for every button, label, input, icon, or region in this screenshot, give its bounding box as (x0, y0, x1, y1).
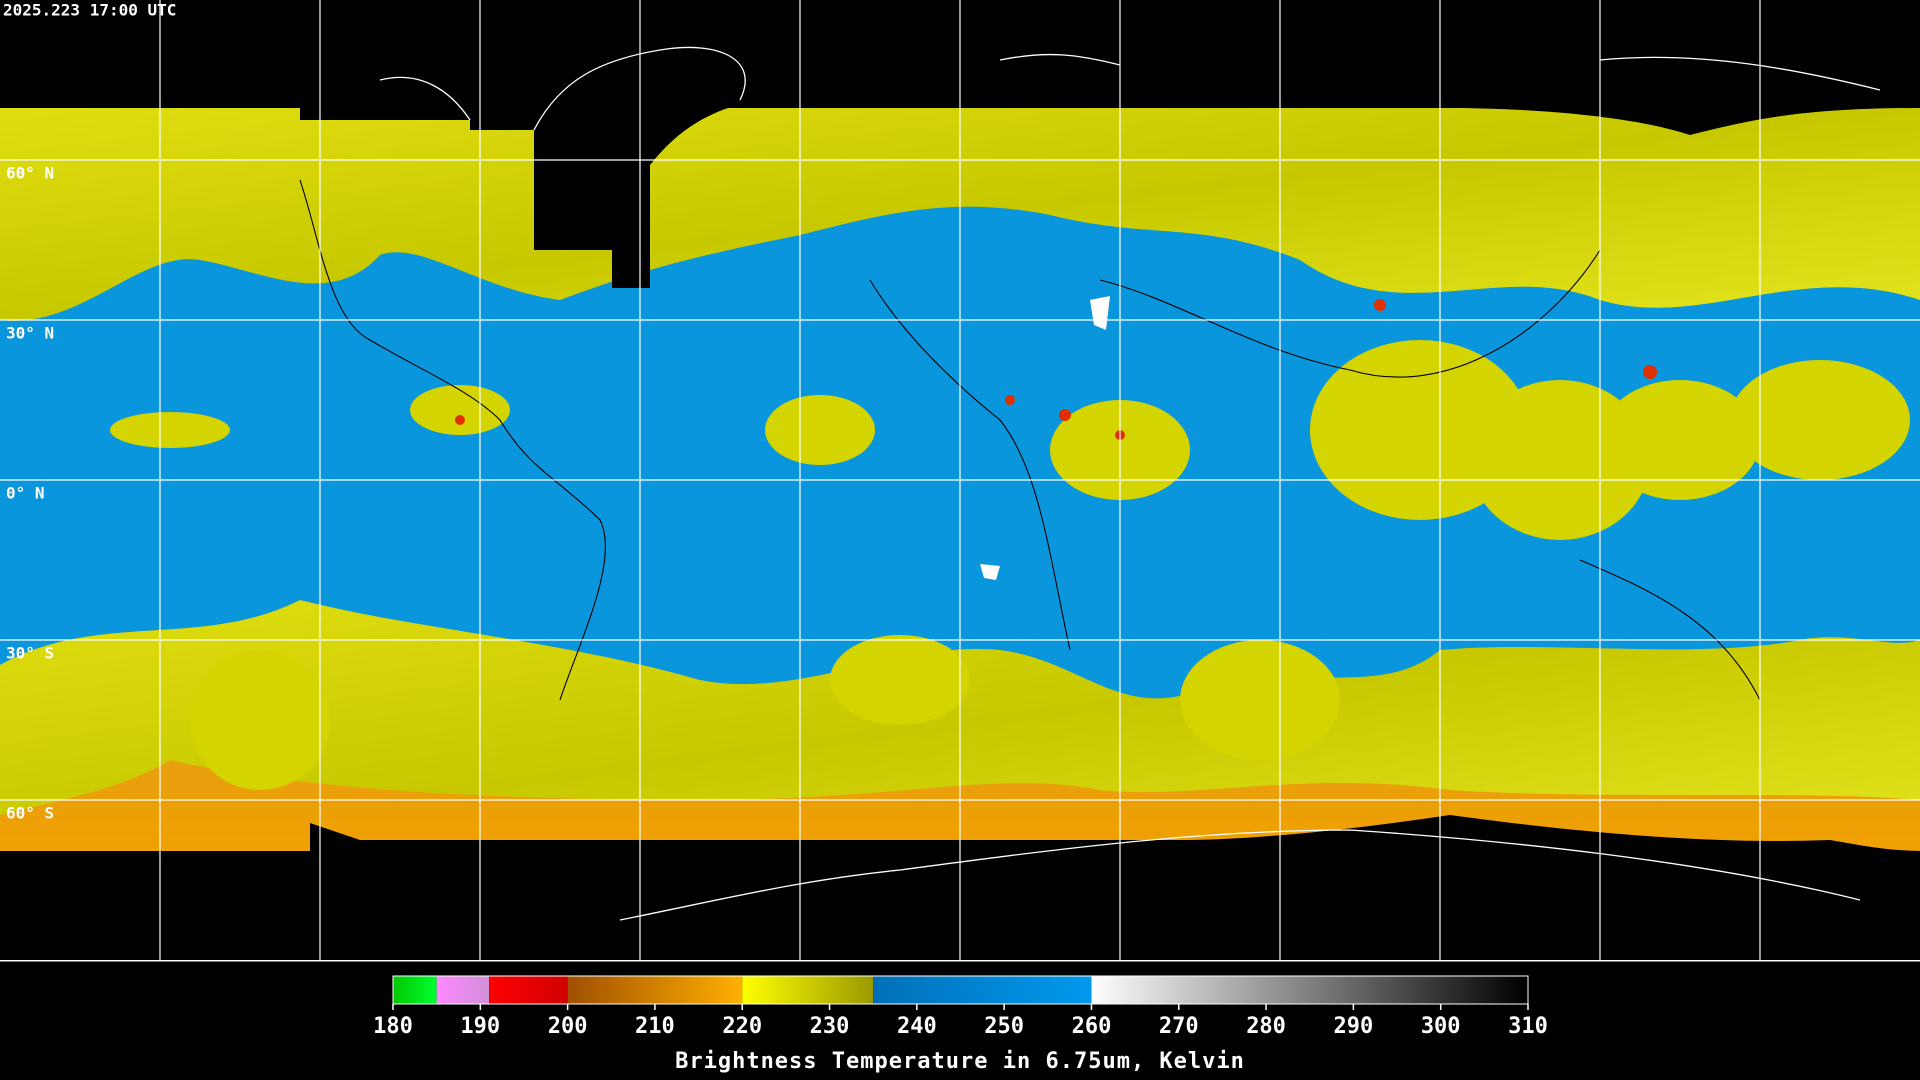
colorbar-tick-label: 300 (1421, 1014, 1461, 1039)
colorbar: 180 190 200 210 220 230 240 250 260 270 280 290 300 3… (373, 975, 1548, 1039)
colorbar-tick-label: 220 (722, 1014, 762, 1039)
latitude-label: 30° N (6, 324, 54, 343)
colorbar-tick-label: 280 (1246, 1014, 1286, 1039)
timestamp: 2025.223 17:00 UTC (3, 1, 176, 20)
colorbar-frame (392, 975, 1529, 1005)
colorbar-segment (567, 976, 743, 1004)
colorbar-tick-label: 240 (897, 1014, 937, 1039)
colorbar-tick-label: 180 (373, 1014, 413, 1039)
latitude-label: 60° S (6, 804, 54, 823)
colorbar-tick-label: 210 (635, 1014, 675, 1039)
colorbar-tick-label: 200 (548, 1014, 588, 1039)
latitude-label: 30° S (6, 644, 54, 663)
colorbar-tick-label: 190 (460, 1014, 500, 1039)
colorbar-segment (393, 976, 437, 1004)
colorbar-segment (873, 976, 1092, 1004)
colorbar-segment (1091, 976, 1528, 1004)
colorbar-tick-label: 270 (1159, 1014, 1199, 1039)
colorbar-title: Brightness Temperature in 6.75um, Kelvin (675, 1049, 1245, 1074)
colorbar-tick-label: 250 (984, 1014, 1024, 1039)
map-border (0, 960, 1920, 962)
graticule (0, 0, 1920, 960)
colorbar-tick-label: 230 (810, 1014, 850, 1039)
colorbar-tick-label: 290 (1334, 1014, 1374, 1039)
latitude-labels: 60° N 30° N 0° N 30° S 60° S (6, 164, 54, 823)
latitude-label: 60° N (6, 164, 54, 183)
warm-spots (980, 296, 1110, 580)
colorbar-segment (436, 976, 490, 1004)
colorbar-segment (489, 976, 568, 1004)
deep-convection (455, 299, 1657, 440)
tropical-convection (110, 340, 1910, 790)
colorbar-segment (742, 976, 874, 1004)
latitude-label: 0° N (6, 484, 45, 503)
colorbar-tick-label: 260 (1072, 1014, 1112, 1039)
colorbar-tick-label: 310 (1508, 1014, 1548, 1039)
